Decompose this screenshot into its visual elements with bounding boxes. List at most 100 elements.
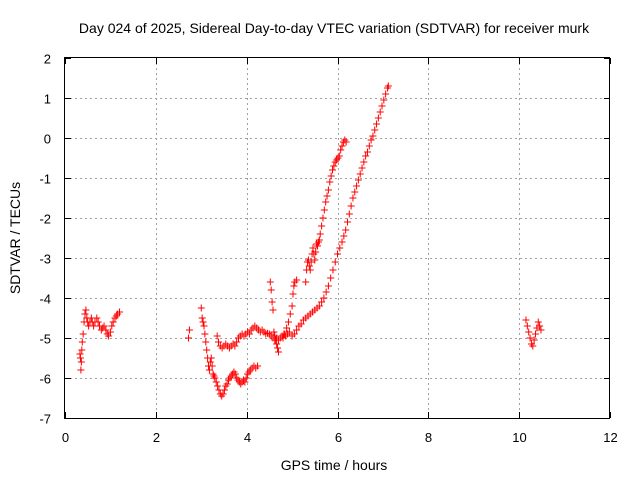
data-point-marker [293,276,301,284]
data-point-marker [266,278,274,286]
data-point-marker [312,248,320,256]
data-point-marker [335,152,343,160]
data-point-marker [365,142,373,150]
data-point-marker [523,322,531,330]
data-point-marker [343,218,351,226]
data-point-marker [319,214,327,222]
data-point-marker [241,378,249,386]
data-point-marker [288,302,296,310]
data-point-marker [279,334,287,342]
data-point-marker [269,306,277,314]
x-tick-label: 2 [153,430,160,445]
data-point-marker [324,186,332,194]
data-point-marker [79,330,87,338]
data-point-marker [297,320,305,328]
y-tick-label: -5 [39,332,51,347]
chart-title: Day 024 of 2025, Sidereal Day-to-day VTE… [79,20,590,36]
data-point-marker [526,334,534,342]
data-point-marker [326,178,334,186]
data-point-marker [231,342,239,350]
data-point-marker [213,332,221,340]
data-point-marker [320,294,328,302]
y-tick-label: 0 [44,132,51,147]
x-axis-label: GPS time / hours [281,457,388,473]
data-point-marker [203,346,211,354]
data-point-marker [338,142,346,150]
data-point-marker [356,170,364,178]
data-point-marker [532,330,540,338]
data-point-marker [306,266,314,274]
data-point-marker [315,302,323,310]
data-point-marker [185,334,193,342]
data-point-marker [267,286,275,294]
grid [65,58,610,418]
data-point-marker [290,330,298,338]
data-point-marker [382,90,390,98]
data-point-marker [327,172,335,180]
data-point-marker [290,282,298,290]
y-tick-label: 2 [44,52,51,67]
data-point-marker [316,230,324,238]
data-point-marker [311,256,319,264]
data-point-marker [284,318,292,326]
data-point-marker [94,318,102,326]
data-point-marker [274,348,282,356]
data-point-marker [273,340,281,348]
data-point-marker [323,192,331,200]
data-point-marker [342,138,350,146]
data-point-marker [198,314,206,322]
data-point-marker [309,244,317,252]
data-point-marker [305,262,313,270]
data-point-marker [274,344,282,352]
data-point-marker [206,358,214,366]
data-point-marker [215,338,223,346]
data-points [76,82,545,400]
data-point-marker [272,336,280,344]
data-point-marker [268,298,276,306]
data-point-marker [522,316,530,324]
data-point-marker [302,278,310,286]
x-tick-label: 6 [335,430,342,445]
data-point-marker [207,354,215,362]
y-axis-label: SDTVAR / TECUs [7,182,23,294]
data-point-marker [199,318,207,326]
data-point-marker [90,322,98,330]
data-point-marker [100,322,108,330]
data-point-marker [374,114,382,122]
data-point-marker [525,328,533,336]
data-point-marker [285,328,293,336]
data-point-marker [223,380,231,388]
data-point-marker [242,374,250,382]
data-point-marker [205,366,213,374]
x-tick-label: 8 [425,430,432,445]
y-tick-label: -7 [39,412,51,427]
data-point-marker [245,330,253,338]
data-point-marker [214,382,222,390]
data-point-marker [353,182,361,190]
data-point-marker [371,126,379,134]
data-point-marker [283,324,291,332]
data-point-marker [334,250,341,258]
data-point-marker [77,366,85,374]
y-tick-label: -6 [39,372,51,387]
data-point-marker [369,132,377,140]
data-point-marker [289,290,297,298]
data-point-marker [78,338,86,346]
data-point-marker [537,326,545,334]
data-point-marker [76,354,84,362]
data-point-marker [208,362,216,370]
data-point-marker [378,102,386,110]
y-tick-label: -3 [39,252,51,267]
data-point-marker [327,274,335,282]
data-point-marker [331,258,339,266]
data-point-marker [318,222,326,230]
data-point-marker [351,188,359,196]
data-point-marker [363,148,371,156]
x-tick-label: 12 [603,430,617,445]
data-point-marker [349,194,357,202]
data-point-marker [106,328,114,336]
data-point-marker [318,298,326,306]
y-tick-label: -1 [39,172,51,187]
data-point-marker [320,206,328,214]
